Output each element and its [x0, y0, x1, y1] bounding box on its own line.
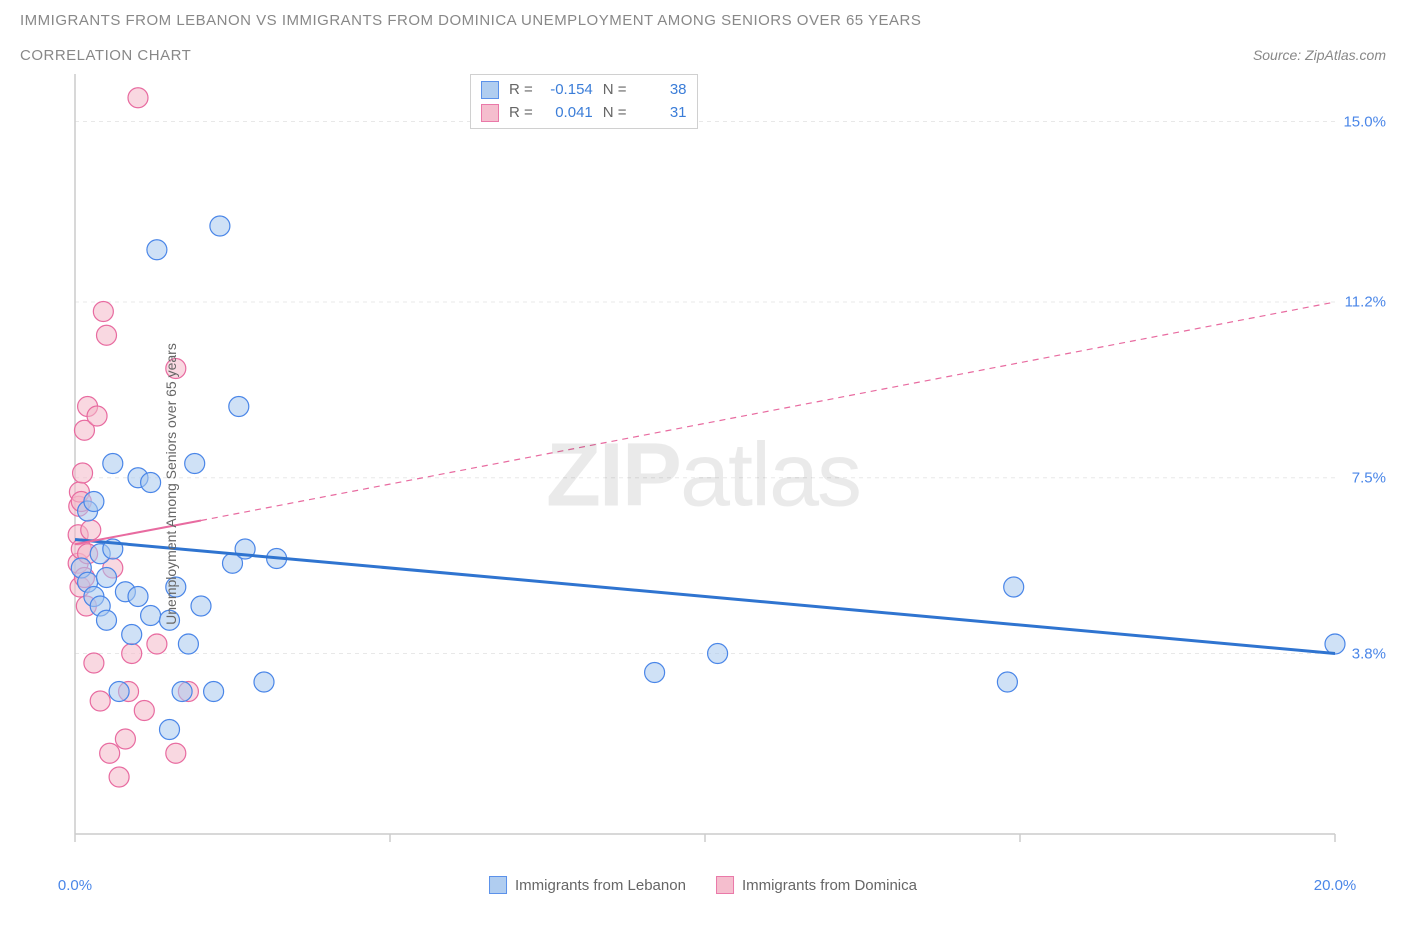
- x-tick-label: 0.0%: [58, 877, 92, 894]
- y-tick-label: 3.8%: [1352, 645, 1386, 662]
- scatter-plot-svg: [20, 74, 1385, 864]
- swatch-series-a: [489, 876, 507, 894]
- correlation-chart: Unemployment Among Seniors over 65 years…: [20, 74, 1386, 894]
- y-axis-title: Unemployment Among Seniors over 65 years: [163, 343, 179, 625]
- swatch-series-a: [481, 81, 499, 99]
- correlation-stats-legend: R = -0.154 N = 38 R = 0.041 N = 31: [470, 74, 698, 129]
- x-tick-label: 20.0%: [1314, 877, 1357, 894]
- source-attribution: Source: ZipAtlas.com: [1253, 47, 1386, 63]
- legend-label-a: Immigrants from Lebanon: [515, 877, 686, 894]
- source-link[interactable]: ZipAtlas.com: [1305, 47, 1386, 63]
- y-tick-label: 7.5%: [1352, 469, 1386, 486]
- legend-label-b: Immigrants from Dominica: [742, 877, 917, 894]
- y-tick-label: 15.0%: [1343, 113, 1386, 130]
- page-subtitle: CORRELATION CHART: [20, 47, 191, 64]
- page-title: IMMIGRANTS FROM LEBANON VS IMMIGRANTS FR…: [20, 12, 1386, 29]
- series-legend: Immigrants from Lebanon Immigrants from …: [489, 876, 917, 894]
- swatch-series-b: [481, 104, 499, 122]
- y-tick-label: 11.2%: [1345, 294, 1386, 311]
- swatch-series-b: [716, 876, 734, 894]
